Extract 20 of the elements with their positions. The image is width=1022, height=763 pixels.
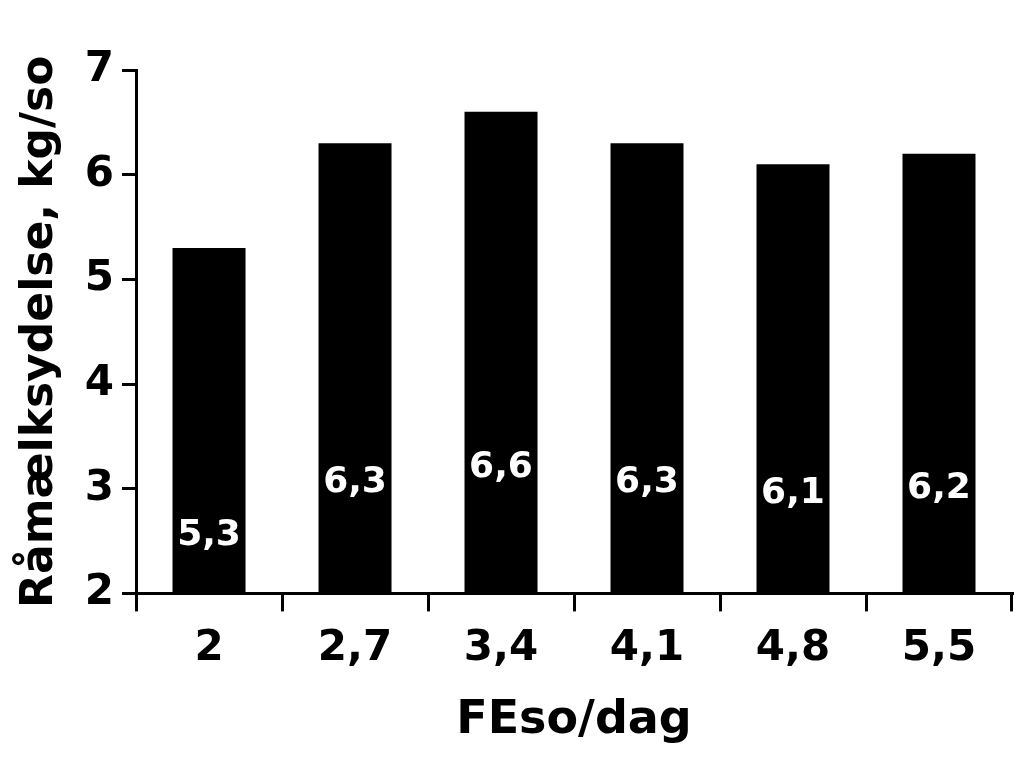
data-label: 6,3 (323, 459, 387, 501)
y-tick-label: 6 (84, 146, 115, 196)
data-label: 6,2 (907, 464, 971, 506)
x-tick-label: 3,4 (463, 620, 539, 670)
x-tick-label: 2,7 (317, 620, 393, 670)
x-tick-label: 5,5 (901, 620, 977, 670)
y-tick-label: 3 (84, 460, 115, 510)
x-tick-label: 4,1 (609, 620, 685, 670)
y-tick-label: 5 (84, 251, 115, 301)
data-label: 6,6 (469, 443, 533, 485)
x-axis-title: FEso/dag (456, 690, 692, 745)
data-label: 6,1 (761, 469, 825, 511)
x-tick-label: 2 (194, 620, 224, 670)
y-tick-label: 4 (84, 355, 115, 405)
data-label: 6,3 (615, 459, 679, 501)
y-tick-label: 7 (84, 41, 115, 91)
x-tick-label: 4,8 (755, 620, 831, 670)
y-axis-title: Råmælksydelse, kg/so (10, 55, 62, 608)
data-label: 5,3 (177, 511, 241, 553)
y-tick-label: 2 (84, 565, 115, 615)
